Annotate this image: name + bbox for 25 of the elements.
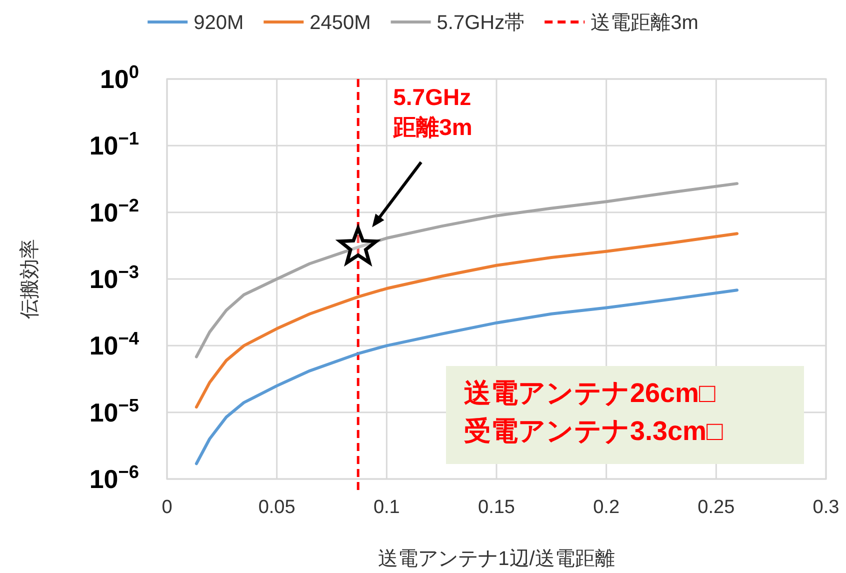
line-series [194,232,739,409]
x-tick-label: 0.1 [373,497,400,518]
x-tick-label: 0.15 [478,497,515,518]
x-tick-label: 0.2 [593,497,620,518]
y-tick-label: 10$^{0}$ [100,62,139,94]
line-series [194,182,739,358]
legend-label: 920M [194,12,244,34]
y-tick-label: 10$^{−5}$ [89,395,139,428]
y-tick-label: 10$^{−1}$ [89,128,139,161]
y-tick-label: 10$^{−6}$ [89,462,139,494]
legend-label: 2450M [310,12,371,34]
y-tick-label: 10$^{−4}$ [89,328,140,361]
x-tick-label: 0.25 [698,497,735,518]
y-tick-label: 10$^{−3}$ [89,262,139,294]
x-tick-label: 0 [162,497,172,518]
annotation: 送電アンテナ26cm□ 受電アンテナ3.3cm□ [464,378,724,446]
legend-label: 送電距離3m [590,12,698,34]
x-tick-label: 0.05 [258,497,296,518]
x-tick-label: 0.3 [812,497,840,518]
line-series [194,288,739,466]
x-axis-title: 送電アンテナ1辺/送電距離 [378,548,615,570]
annotation: 5.7GHz 距離3m [392,84,472,140]
y-tick-label: 10$^{−2}$ [89,195,139,228]
legend-label: 5.7GHz帯 [436,12,525,34]
y-axis-title: 伝搬効率 [19,239,41,319]
